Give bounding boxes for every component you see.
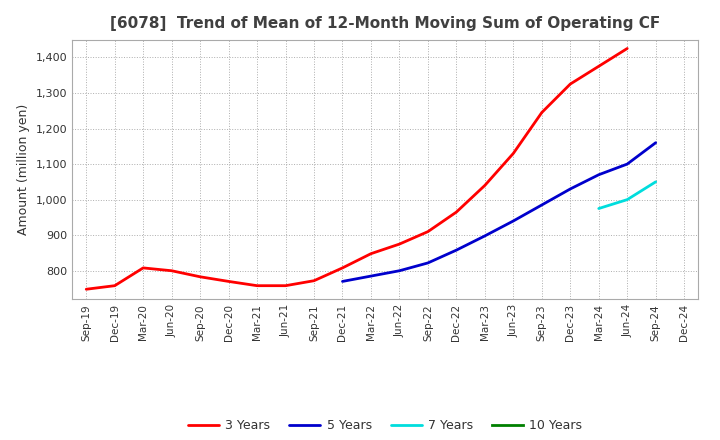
3 Years	[225, 279, 233, 284]
Line: 3 Years: 3 Years	[86, 48, 627, 289]
3 Years	[452, 209, 461, 215]
3 Years	[509, 151, 518, 156]
5 Years	[423, 260, 432, 266]
Line: 7 Years: 7 Years	[599, 182, 656, 209]
Legend: 3 Years, 5 Years, 7 Years, 10 Years: 3 Years, 5 Years, 7 Years, 10 Years	[183, 414, 588, 437]
5 Years	[537, 202, 546, 208]
5 Years	[652, 140, 660, 145]
Y-axis label: Amount (million yen): Amount (million yen)	[17, 104, 30, 235]
Title: [6078]  Trend of Mean of 12-Month Moving Sum of Operating CF: [6078] Trend of Mean of 12-Month Moving …	[110, 16, 660, 32]
3 Years	[423, 229, 432, 234]
5 Years	[623, 161, 631, 167]
5 Years	[366, 273, 375, 279]
3 Years	[338, 265, 347, 271]
5 Years	[338, 279, 347, 284]
3 Years	[196, 274, 204, 279]
3 Years	[480, 183, 489, 188]
5 Years	[452, 247, 461, 253]
7 Years	[652, 179, 660, 184]
3 Years	[139, 265, 148, 271]
5 Years	[566, 186, 575, 191]
7 Years	[595, 206, 603, 211]
3 Years	[310, 278, 318, 283]
7 Years	[623, 197, 631, 202]
3 Years	[366, 251, 375, 257]
3 Years	[537, 110, 546, 115]
5 Years	[509, 218, 518, 224]
5 Years	[595, 172, 603, 177]
3 Years	[82, 286, 91, 292]
3 Years	[253, 283, 261, 288]
5 Years	[395, 268, 404, 273]
3 Years	[167, 268, 176, 273]
Line: 5 Years: 5 Years	[343, 143, 656, 282]
3 Years	[110, 283, 119, 288]
3 Years	[595, 64, 603, 69]
3 Years	[282, 283, 290, 288]
3 Years	[566, 81, 575, 87]
3 Years	[395, 242, 404, 247]
3 Years	[623, 46, 631, 51]
5 Years	[480, 233, 489, 238]
